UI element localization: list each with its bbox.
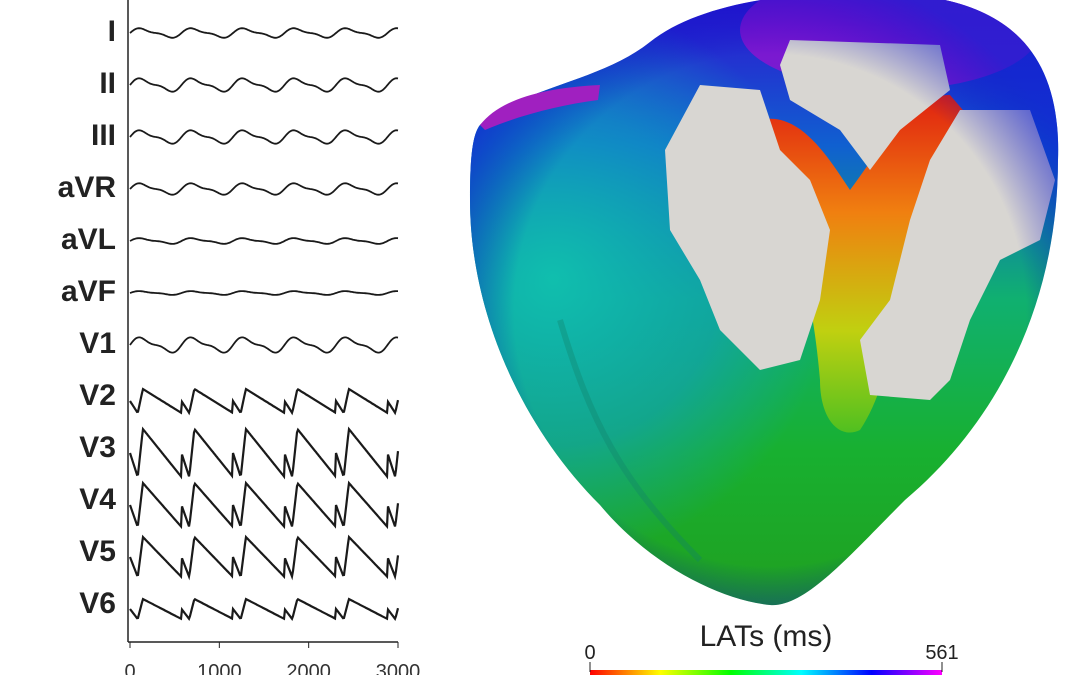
lead-label: V1 <box>79 327 116 360</box>
lead-label: V5 <box>79 535 116 568</box>
colorbar-label: 561 <box>925 642 958 664</box>
x-tick-label: 1000 <box>197 661 242 675</box>
lead-label: I <box>108 15 116 48</box>
ecg-trace <box>129 129 399 145</box>
lead-label: V4 <box>79 483 116 516</box>
ecg-trace <box>128 426 400 480</box>
ecg-trace <box>129 387 400 416</box>
ecg-trace <box>129 336 399 354</box>
lead-label: III <box>91 119 116 152</box>
ecg-trace <box>129 597 400 621</box>
ecg-trace <box>129 27 399 39</box>
lead-label: V2 <box>79 379 116 412</box>
colorbar-ticks: 0 561 <box>584 642 959 672</box>
lead-label: aVL <box>61 223 116 256</box>
heart-map <box>470 0 1059 606</box>
ecg-trace <box>129 182 399 196</box>
x-tick-label: 3000 <box>376 661 421 675</box>
ecg-trace <box>128 534 400 581</box>
lead-label: aVR <box>58 171 117 204</box>
ecg-trace <box>128 480 400 530</box>
lead-label: V6 <box>79 587 116 620</box>
lead-label: aVF <box>61 275 116 308</box>
x-tick-label: 2000 <box>286 661 331 675</box>
lead-label: II <box>99 67 116 100</box>
colorbar <box>590 670 942 675</box>
ecg-trace <box>129 290 398 296</box>
ecg-trace <box>129 237 399 245</box>
x-tick-label: 0 <box>124 661 135 675</box>
lead-label: V3 <box>79 431 116 464</box>
colorbar-label: 0 <box>584 642 595 664</box>
ecg-trace <box>129 77 399 93</box>
colorbar-title: LATs (ms) <box>700 620 833 653</box>
